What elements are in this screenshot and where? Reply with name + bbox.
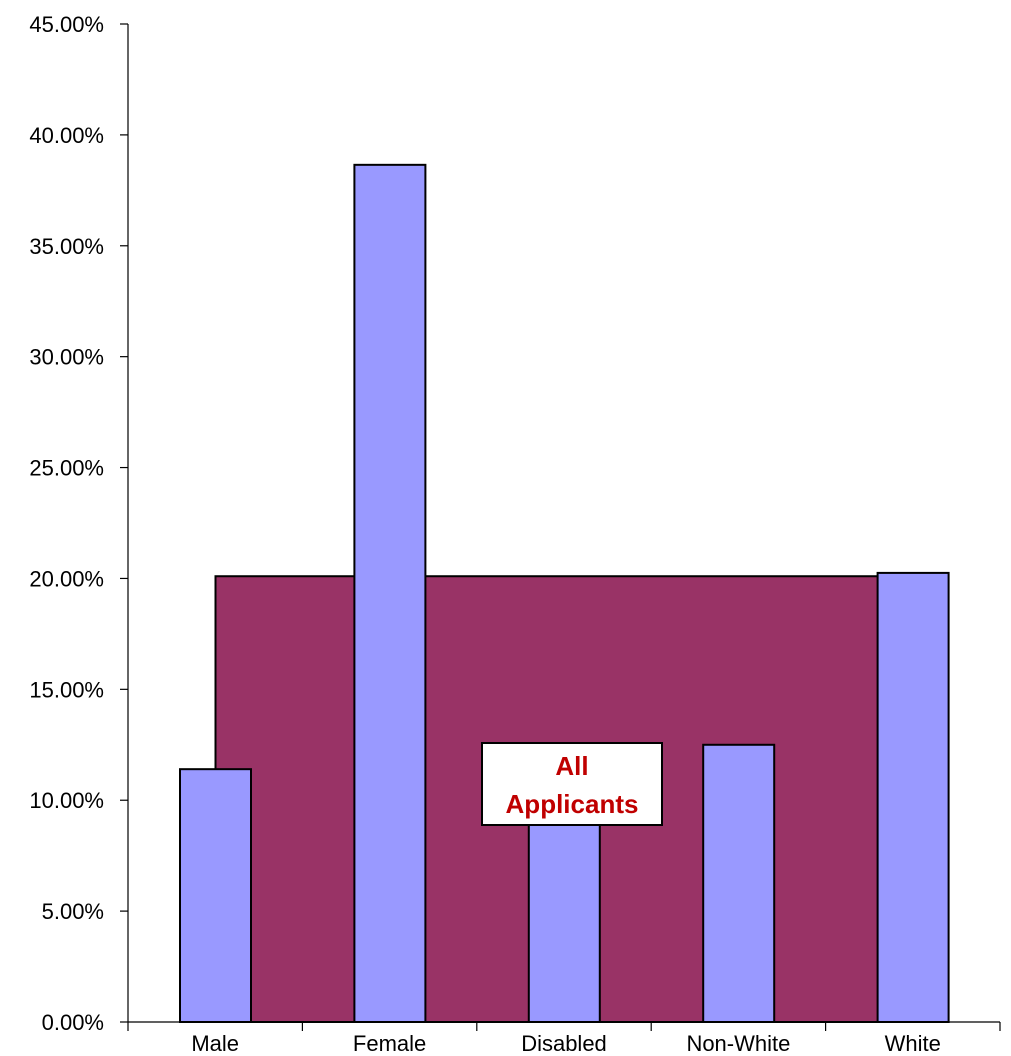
all-applicants-label-box: [481, 742, 663, 826]
annotation-layer: All Applicants: [481, 742, 663, 826]
x-category-label: White: [885, 1031, 941, 1056]
y-tick-label: 35.00%: [29, 234, 104, 259]
y-tick-labels: 0.00% 5.00% 10.00% 15.00% 20.00% 25.00% 30.00%…: [29, 12, 104, 1035]
all-applicants-label-line2: Applicants: [506, 789, 639, 819]
all-applicants-label-line1: All: [555, 751, 588, 781]
y-tick-label: 15.00%: [29, 677, 104, 702]
bar-male: [179, 768, 252, 1023]
bars-layer: [179, 163, 950, 1024]
y-tick-label: 5.00%: [42, 899, 104, 924]
y-tick-label: 10.00%: [29, 788, 104, 813]
x-category-label: Disabled: [521, 1031, 607, 1056]
bar-non-white: [702, 743, 776, 1023]
y-tick-label: 40.00%: [29, 123, 104, 148]
y-tick-label: 30.00%: [29, 345, 104, 370]
bar-white: [876, 571, 950, 1024]
y-tick-label: 25.00%: [29, 456, 104, 481]
y-tick-label: 20.00%: [29, 566, 104, 591]
bar-female: [353, 163, 427, 1023]
x-category-label: Male: [191, 1031, 239, 1056]
x-tick-labels: Male Female Disabled Non-White White: [191, 1031, 941, 1056]
y-tick-label: 45.00%: [29, 12, 104, 37]
x-category-label: Non-White: [686, 1031, 790, 1056]
x-category-label: Female: [353, 1031, 426, 1056]
axes-layer: [120, 23, 1001, 1031]
y-tick-label: 0.00%: [42, 1010, 104, 1035]
